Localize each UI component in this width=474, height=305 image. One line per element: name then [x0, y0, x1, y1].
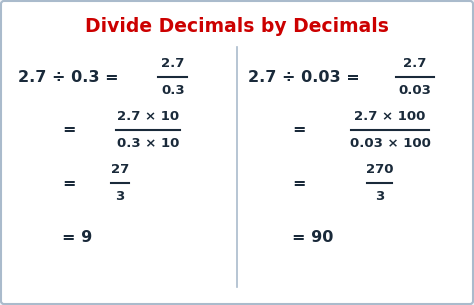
Text: 2.7 × 100: 2.7 × 100 [354, 110, 426, 123]
Text: 0.03: 0.03 [399, 84, 431, 97]
Text: 0.3: 0.3 [161, 84, 185, 97]
Text: = 9: = 9 [62, 229, 92, 245]
Text: 2.7 ÷ 0.03 =: 2.7 ÷ 0.03 = [248, 70, 360, 84]
Text: 2.7 ÷ 0.3 =: 2.7 ÷ 0.3 = [18, 70, 118, 84]
Text: 2.7: 2.7 [403, 57, 427, 70]
Text: 3: 3 [115, 190, 125, 203]
Text: = 90: = 90 [292, 229, 333, 245]
Text: 27: 27 [111, 163, 129, 176]
Text: 270: 270 [366, 163, 394, 176]
Text: =: = [292, 123, 306, 138]
Text: 2.7: 2.7 [161, 57, 185, 70]
Text: 2.7 × 10: 2.7 × 10 [117, 110, 179, 123]
Text: =: = [62, 123, 75, 138]
Text: 0.3 × 10: 0.3 × 10 [117, 137, 179, 150]
Text: =: = [62, 175, 75, 191]
Text: =: = [292, 175, 306, 191]
Text: Divide Decimals by Decimals: Divide Decimals by Decimals [85, 17, 389, 36]
Text: 0.03 × 100: 0.03 × 100 [349, 137, 430, 150]
Text: 3: 3 [375, 190, 384, 203]
